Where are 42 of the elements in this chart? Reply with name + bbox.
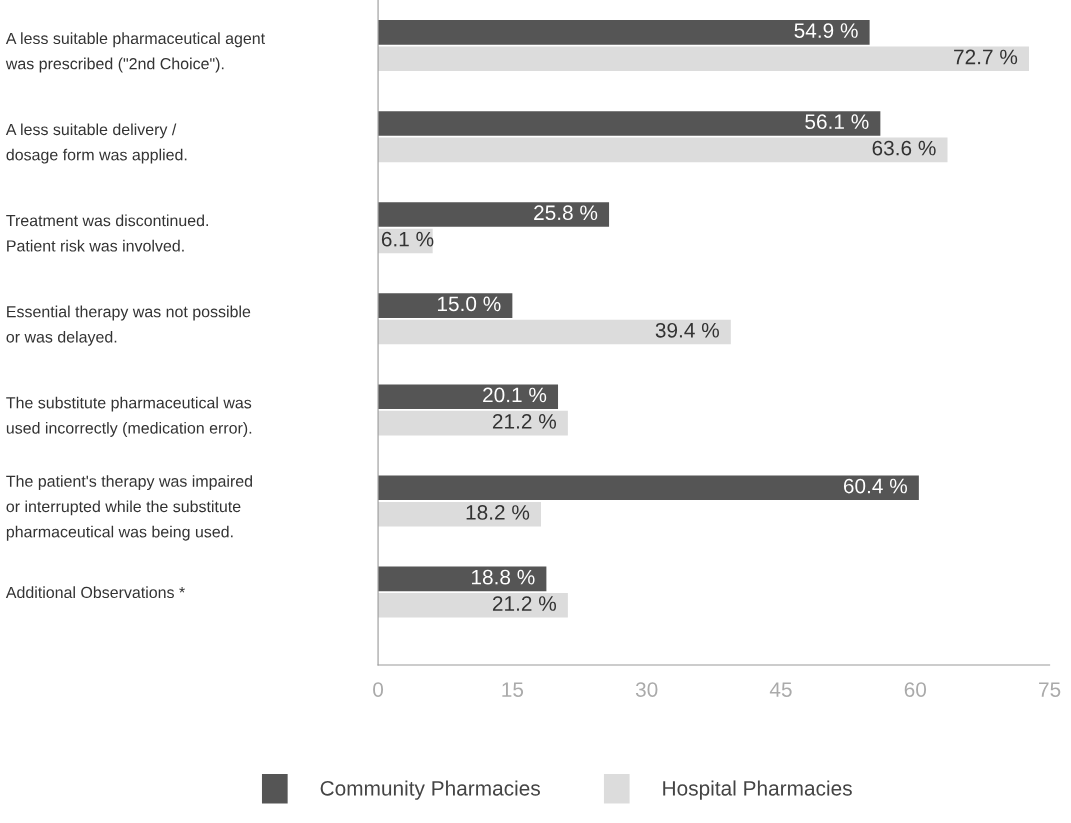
bar xyxy=(378,111,881,136)
y-tick-label: A less suitable pharmaceutical agent was prescribed ("2nd Choice"). xyxy=(5,32,265,73)
data-label: 21.2 % xyxy=(492,596,557,611)
data-label: 20.1 % xyxy=(483,387,547,403)
bar xyxy=(378,501,542,527)
y-tick-label: Essential therapy was not possible or was delayed. xyxy=(6,305,251,346)
data-label: 56.1 % xyxy=(805,114,869,130)
bar xyxy=(378,593,568,618)
bar xyxy=(378,566,547,592)
x-tick-label: 0 xyxy=(373,682,384,697)
data-label: 39.4 % xyxy=(655,322,719,338)
data-label: 60.4 % xyxy=(843,478,908,494)
data-label: 25.8 % xyxy=(534,205,598,221)
data-label: 21.2 % xyxy=(492,413,557,429)
x-tick-label: 60 xyxy=(904,682,927,697)
data-label: 15.0 % xyxy=(437,296,501,312)
x-tick-label: 30 xyxy=(635,682,658,697)
bar xyxy=(378,410,568,436)
x-tick-label: 45 xyxy=(769,682,792,697)
y-tick-label: Additional Observations * xyxy=(5,586,185,599)
y-tick-label: A less suitable delivery / dosage form was applied. xyxy=(5,123,187,164)
bar xyxy=(378,20,870,45)
data-label: 6.1 % xyxy=(381,231,434,247)
y-tick-label: Treatment was discontinued. Patient risk was involved. xyxy=(6,214,208,252)
data-label: 72.7 % xyxy=(954,49,1018,65)
y-tick-label: The patient's therapy was impaired or interrupted while the substitute pharmaceutical was being used. xyxy=(6,475,253,541)
y-tick-label: The substitute pharmaceutical was used incorrectly (medication error). xyxy=(6,396,252,437)
bar xyxy=(378,137,948,163)
bar xyxy=(378,475,919,501)
bar xyxy=(378,46,1029,72)
bar xyxy=(378,293,513,318)
legend-label: Community Pharmacies xyxy=(320,780,540,800)
bar xyxy=(378,202,610,227)
legend-label: Hospital Pharmacies xyxy=(663,780,852,800)
data-label: 63.6 % xyxy=(872,140,936,156)
data-label: 18.8 % xyxy=(472,569,535,585)
data-label: 54.9 % xyxy=(794,23,858,38)
x-tick-label: 75 xyxy=(1039,682,1061,697)
data-label: 18.2 % xyxy=(466,505,530,520)
bar xyxy=(378,319,731,345)
x-tick-label: 15 xyxy=(502,682,524,697)
bar xyxy=(378,384,559,410)
